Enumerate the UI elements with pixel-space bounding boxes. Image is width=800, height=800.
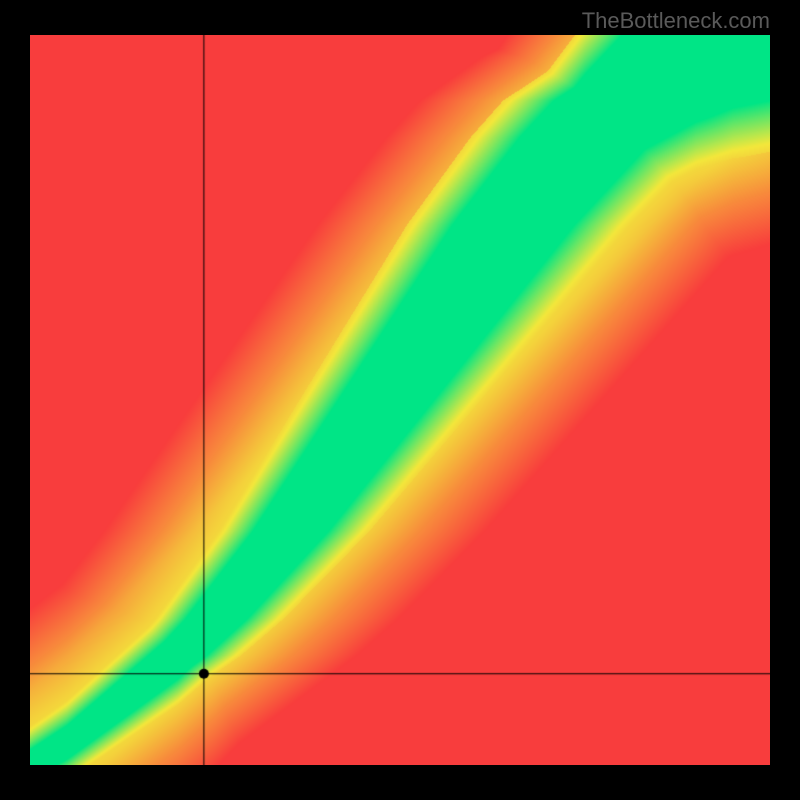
watermark-text: TheBottleneck.com — [582, 8, 770, 34]
heatmap-canvas — [30, 35, 770, 765]
heatmap-plot — [30, 35, 770, 765]
